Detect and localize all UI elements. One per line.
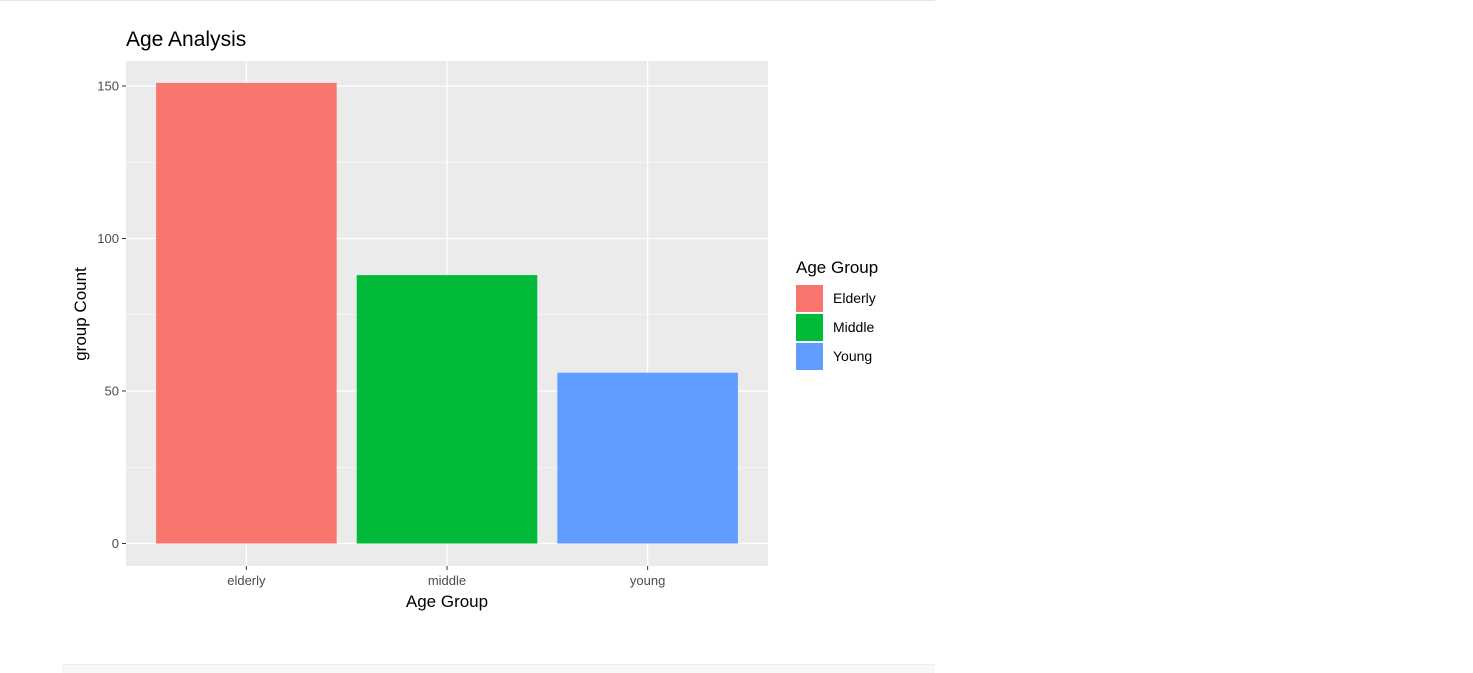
bar-young	[557, 372, 738, 544]
x-axis-title: Age Group	[406, 592, 488, 611]
y-tick-label: 150	[97, 79, 119, 94]
top-divider	[0, 0, 935, 1]
bar-middle	[356, 275, 538, 544]
legend-label: Elderly	[833, 290, 876, 306]
x-tick-label: middle	[428, 573, 466, 588]
legend-title: Age Group	[796, 258, 878, 277]
legend-label: Young	[833, 348, 872, 364]
legend-key-middle	[796, 314, 823, 341]
chart-title: Age Analysis	[126, 28, 246, 51]
y-tick-label: 100	[97, 231, 119, 246]
bar-elderly	[156, 82, 337, 544]
y-tick-label: 50	[105, 384, 119, 399]
legend-label: Middle	[833, 319, 874, 335]
x-tick-label: elderly	[227, 573, 266, 588]
bottom-panel-edge	[62, 664, 935, 673]
y-tick-label: 0	[112, 536, 119, 551]
y-axis: 0 50 100 150	[97, 79, 126, 551]
bars	[156, 82, 738, 544]
legend-key-elderly	[796, 285, 823, 312]
legend: Age Group Elderly Middle Young	[796, 258, 878, 370]
bar-chart: Age Analysis 0 50 100 150 elderly middle youn…	[71, 28, 878, 611]
x-axis: elderly middle young	[227, 566, 665, 588]
x-tick-label: young	[630, 573, 665, 588]
legend-key-young	[796, 343, 823, 370]
y-axis-title: group Count	[71, 267, 90, 361]
